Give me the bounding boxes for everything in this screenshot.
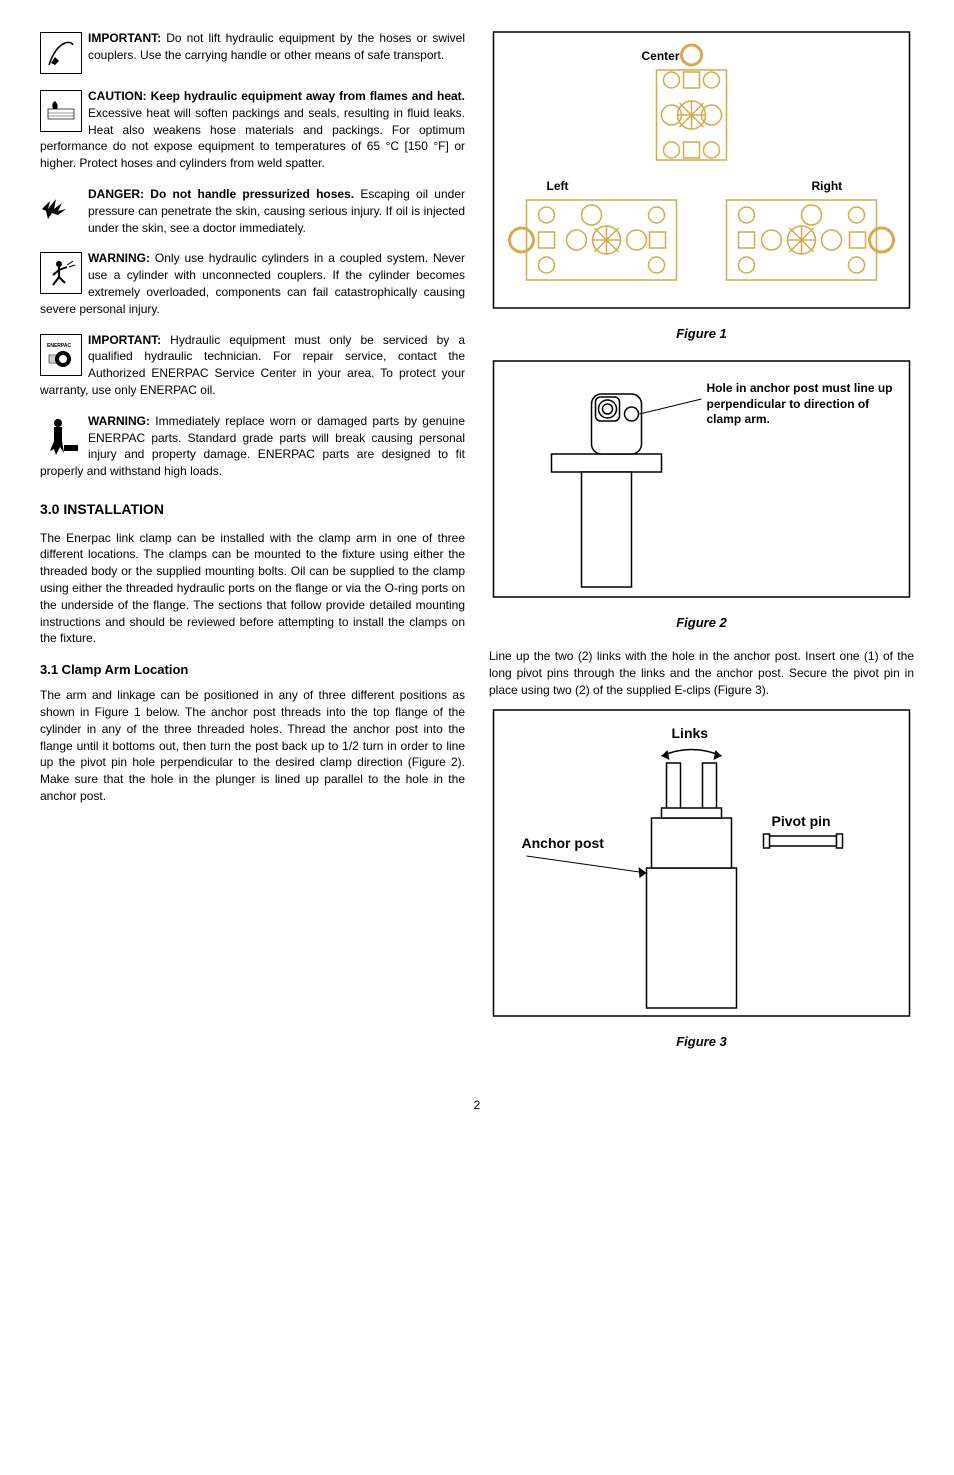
installation-heading: 3.0 INSTALLATION <box>40 500 465 520</box>
right-column: Center Left Right <box>489 30 914 1067</box>
setup-text: Line up the two (2) links with the hole … <box>489 648 914 698</box>
left-column: IMPORTANT: Do not lift hydraulic equipme… <box>40 30 465 1067</box>
figure-1-caption: Figure 1 <box>489 325 914 343</box>
burst-icon <box>40 188 82 230</box>
fig3-links-label: Links <box>672 725 709 741</box>
broken-part-icon <box>40 415 82 457</box>
warning1-label: WARNING: <box>88 251 150 265</box>
fig1-right-label: Right <box>812 179 843 193</box>
caution-text: Excessive heat will soften packings and … <box>40 106 465 170</box>
warning-cylinder-block: WARNING: Only use hydraulic cylinders in… <box>40 250 465 317</box>
svg-text:ENERPAC: ENERPAC <box>47 343 71 349</box>
figure-2: Hole in anchor post must line up perpend… <box>489 359 914 604</box>
fig3-anchor-label: Anchor post <box>522 835 605 851</box>
hand-hose-icon <box>40 32 82 74</box>
enerpac-service-icon: ENERPAC <box>40 334 82 376</box>
installation-text: The Enerpac link clamp can be installed … <box>40 530 465 648</box>
danger-hose-block: DANGER: Do not handle pressurized hoses.… <box>40 186 465 236</box>
important-lift-block: IMPORTANT: Do not lift hydraulic equipme… <box>40 30 465 74</box>
fig1-left-label: Left <box>547 179 569 193</box>
figure-3-caption: Figure 3 <box>489 1033 914 1051</box>
figure-1: Center Left Right <box>489 30 914 315</box>
page-number: 2 <box>40 1097 914 1114</box>
warning2-label: WARNING: <box>88 414 150 428</box>
danger-label: DANGER: Do not handle pressurized hoses. <box>88 187 354 201</box>
warning-parts-block: WARNING: Immediately replace worn or dam… <box>40 413 465 480</box>
important2-label: IMPORTANT: <box>88 333 161 347</box>
caution-heat-block: CAUTION: Keep hydraulic equipment away f… <box>40 88 465 172</box>
flame-icon <box>40 90 82 132</box>
person-icon <box>40 252 82 294</box>
clamp-arm-heading: 3.1 Clamp Arm Location <box>40 661 465 679</box>
figure-3: Links <box>489 708 914 1023</box>
caution-label: CAUTION: Keep hydraulic equipment away f… <box>88 89 465 103</box>
important-label: IMPORTANT: <box>88 31 161 45</box>
fig3-pivot-label: Pivot pin <box>772 813 831 829</box>
page-columns: IMPORTANT: Do not lift hydraulic equipme… <box>40 30 914 1067</box>
fig2-annotation: Hole in anchor post must line up perpend… <box>707 381 897 428</box>
fig1-center-label: Center <box>642 49 680 63</box>
important-service-block: ENERPAC IMPORTANT: Hydraulic equipment m… <box>40 332 465 399</box>
figure-2-caption: Figure 2 <box>489 614 914 632</box>
clamp-arm-text: The arm and linkage can be positioned in… <box>40 687 465 805</box>
